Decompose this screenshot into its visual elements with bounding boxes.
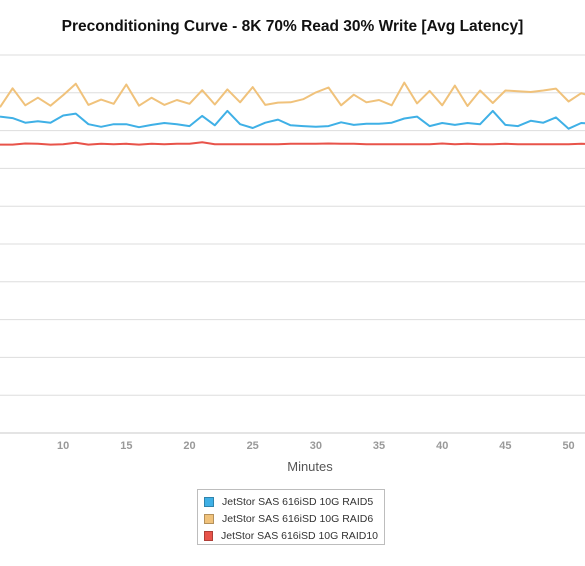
- x-tick-label: 30: [310, 440, 322, 452]
- x-tick-label: 50: [562, 440, 574, 452]
- x-tick-label: 45: [499, 440, 511, 452]
- legend-swatch: [204, 496, 214, 507]
- gridlines: [0, 54, 585, 434]
- series-line-2: [0, 81, 585, 108]
- x-tick-label: 35: [373, 440, 385, 452]
- series-line-1: [0, 109, 585, 130]
- legend-label: JetStor SAS 616iSD 10G RAID10: [221, 529, 378, 542]
- x-tick-label: 20: [183, 440, 195, 452]
- legend-item[interactable]: JetStor SAS 616iSD 10G RAID5: [204, 493, 378, 510]
- legend: JetStor SAS 616iSD 10G RAID5 JetStor SAS …: [197, 489, 385, 545]
- legend-item[interactable]: JetStor SAS 616iSD 10G RAID6: [204, 510, 378, 527]
- legend-label: JetStor SAS 616iSD 10G RAID6: [222, 512, 374, 525]
- legend-item[interactable]: JetStor SAS 616iSD 10G RAID10: [204, 527, 378, 544]
- legend-swatch: [204, 530, 213, 541]
- series-layer: [0, 81, 585, 146]
- x-axis-title: Minutes: [287, 459, 333, 474]
- x-tick-label: 40: [436, 440, 448, 452]
- chart-title: Preconditioning Curve - 8K 70% Read 30% …: [61, 18, 524, 35]
- x-tick-label: 10: [57, 440, 69, 452]
- x-axis-ticks: 10 15 20 25 30 35 40 45 50: [57, 440, 575, 452]
- x-tick-label: 25: [247, 440, 259, 452]
- legend-swatch: [204, 513, 214, 524]
- legend-label: JetStor SAS 616iSD 10G RAID5: [222, 495, 374, 508]
- series-line-3: [0, 141, 585, 146]
- x-tick-label: 15: [120, 440, 132, 452]
